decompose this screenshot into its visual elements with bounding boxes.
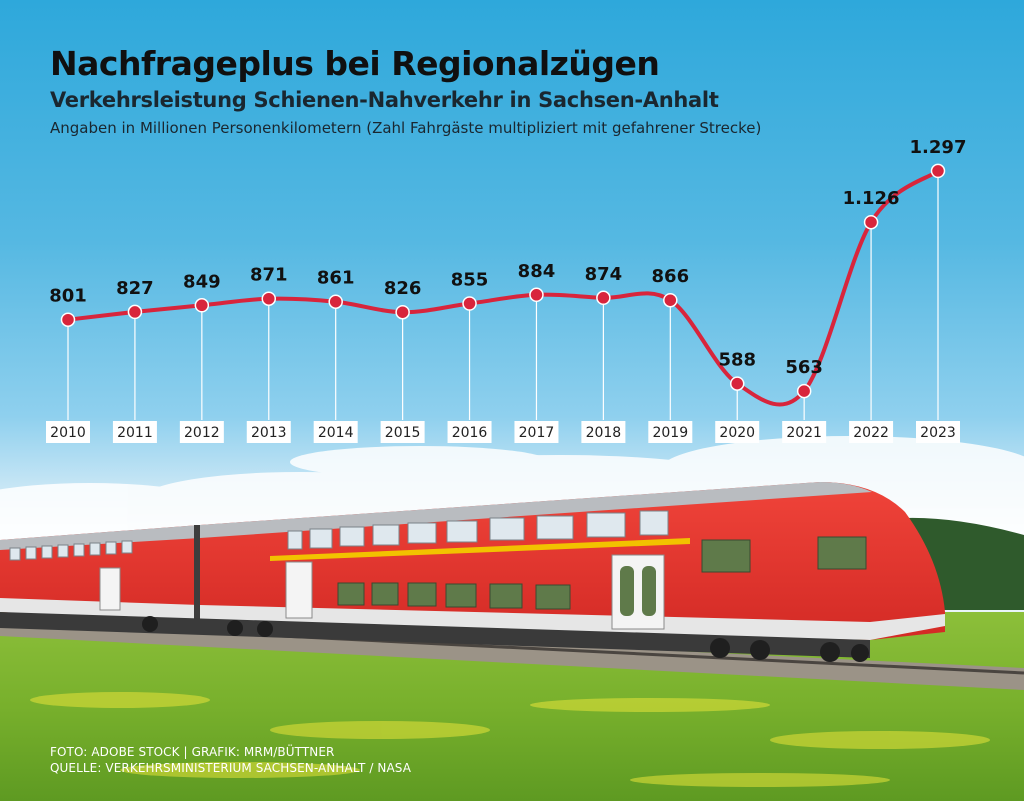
data-point-2013 — [261, 291, 277, 306]
source-credit: QUELLE: VERKEHRSMINISTERIUM SACHSEN-ANHA… — [50, 761, 412, 775]
data-point-2018 — [596, 290, 611, 306]
year-box-2018 — [581, 421, 626, 443]
value-label-2011: 827 — [116, 278, 154, 299]
year-box-2011 — [112, 421, 157, 443]
value-label-2023: 1.297 — [910, 137, 967, 158]
data-point-2015 — [395, 304, 410, 320]
year-label-2018: 2018 — [586, 425, 622, 441]
data-point-2016 — [462, 296, 477, 311]
year-box-2016 — [447, 421, 492, 443]
chart-title: Nachfrageplus bei Regionalzügen — [50, 44, 660, 83]
value-label-2018: 874 — [585, 264, 623, 285]
year-label-2014: 2014 — [318, 425, 354, 441]
year-box-2020 — [715, 421, 760, 443]
data-point-2010 — [60, 312, 76, 327]
year-label-2015: 2015 — [385, 425, 421, 441]
chart-subtitle: Verkehrsleistung Schienen-Nahverkehr in … — [50, 88, 719, 112]
data-point-2017 — [529, 287, 544, 303]
unit-note: Angaben in Millionen Personenkilometern … — [50, 119, 762, 137]
year-label-2022: 2022 — [853, 425, 889, 441]
line-chart: 801 2010 827 2011 849 2012 871 2013 861 2014 826 20… — [46, 136, 967, 443]
value-label-2010: 801 — [49, 286, 87, 307]
year-box-2013 — [246, 421, 291, 443]
year-box-2014 — [313, 421, 358, 443]
year-box-2019 — [648, 421, 693, 443]
year-label-2011: 2011 — [117, 425, 153, 441]
data-point-2020 — [729, 376, 745, 391]
value-label-2014: 861 — [317, 268, 355, 289]
year-label-2021: 2021 — [786, 425, 822, 441]
year-label-2010: 2010 — [50, 425, 86, 441]
year-box-2021 — [782, 421, 827, 443]
data-point-2019 — [663, 292, 678, 308]
year-label-2023: 2023 — [920, 425, 956, 441]
data-point-2012 — [194, 298, 210, 313]
value-label-2015: 826 — [384, 278, 422, 299]
photo-credit: FOTO: ADOBE STOCK | GRAFIK: MRM/BÜTTNER — [50, 745, 335, 759]
value-label-2019: 866 — [652, 266, 690, 287]
value-label-2016: 855 — [451, 270, 489, 291]
value-label-2012: 849 — [183, 271, 221, 292]
year-label-2019: 2019 — [652, 425, 688, 441]
year-label-2016: 2016 — [452, 425, 488, 441]
year-box-2022 — [849, 421, 894, 443]
train — [0, 482, 945, 662]
year-label-2013: 2013 — [251, 425, 287, 441]
value-label-2022: 1.126 — [843, 188, 900, 209]
year-box-2010 — [46, 421, 90, 443]
year-label-2012: 2012 — [184, 425, 220, 441]
value-label-2013: 871 — [250, 265, 288, 286]
year-box-2023 — [916, 421, 960, 443]
year-box-2017 — [514, 421, 559, 443]
year-box-2012 — [179, 421, 224, 443]
value-label-2021: 563 — [785, 357, 823, 378]
year-box-2015 — [380, 421, 425, 443]
value-label-2020: 588 — [718, 350, 756, 371]
year-label-2020: 2020 — [719, 425, 755, 441]
data-point-2022 — [863, 214, 879, 230]
value-label-2017: 884 — [518, 261, 556, 282]
year-label-2017: 2017 — [519, 425, 555, 441]
data-point-2023 — [930, 163, 946, 179]
data-point-2021 — [796, 383, 812, 399]
data-point-2014 — [328, 294, 343, 309]
data-point-2011 — [127, 304, 143, 320]
